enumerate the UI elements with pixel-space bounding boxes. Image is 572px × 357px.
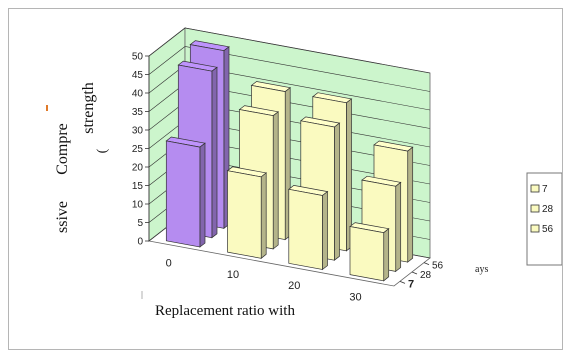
legend-label: 56 — [542, 224, 554, 235]
depth-tick-label: 7 — [408, 278, 414, 290]
y-tick-label: 15 — [132, 181, 144, 192]
y-axis-label-line-1: Compre — [54, 123, 71, 175]
y-tick-label: 10 — [132, 200, 144, 211]
depth-tick-label: 28 — [420, 270, 432, 281]
legend-swatch — [530, 184, 540, 193]
bar-front — [165, 140, 201, 248]
depth-tick-label: 56 — [432, 261, 444, 272]
legend-label: 7 — [542, 184, 548, 195]
bar-20-7 — [287, 185, 329, 271]
legend: 7 28 56 — [526, 172, 562, 266]
y-axis-label-line-2: ssive — [54, 201, 71, 233]
y-axis: 0 5 10 15 20 25 30 35 40 45 50 — [132, 52, 150, 248]
y-axis-label-line-3: strength — [80, 82, 97, 134]
bar-side — [211, 66, 218, 239]
depth-tick-mark — [423, 262, 430, 266]
y-axis-label-line-4: ( — [95, 148, 110, 153]
bar-side — [407, 146, 414, 263]
bar-side — [199, 142, 206, 248]
bar-front — [288, 188, 323, 270]
y-tick-label: 20 — [132, 163, 144, 174]
x-tick-label: 10 — [227, 269, 239, 281]
y-tick-label: 30 — [132, 126, 144, 137]
bar-front — [349, 226, 385, 282]
x-axis-ticks: 0 10 20 30 — [166, 258, 362, 304]
y-tick-label: 35 — [132, 107, 144, 118]
depth-axis-label: ays — [475, 264, 488, 275]
x-tick-label: 0 — [166, 258, 172, 270]
x-tick-label: 20 — [288, 280, 300, 292]
bar-30-7 — [349, 222, 390, 282]
y-tick-label: 50 — [132, 52, 144, 63]
y-tick-label: 5 — [137, 218, 143, 229]
depth-tick-mark — [411, 271, 418, 275]
legend-swatch — [530, 204, 540, 213]
bar-side — [395, 181, 402, 273]
x-axis-label: Replacement ratio with — [155, 303, 295, 319]
bar-side — [383, 227, 390, 282]
gridline — [148, 27, 431, 74]
y-tick-label: 25 — [132, 144, 144, 155]
bar-side — [260, 172, 267, 260]
bar-side — [334, 122, 340, 261]
chart-frame: 0 5 10 15 20 25 30 35 40 45 50 0 10 20 30 7 28 56 ays R… — [8, 8, 563, 350]
y-tick-label: 45 — [132, 70, 144, 81]
bar-10-7 — [226, 166, 268, 260]
bar-front — [227, 170, 262, 259]
gridline — [148, 46, 431, 92]
bar-0-7 — [165, 136, 206, 248]
y-axis-label: Compre ssive strength ( — [54, 82, 110, 233]
depth-tick-mark — [399, 280, 406, 284]
y-tick-label: 40 — [132, 89, 144, 100]
bar-side — [272, 111, 279, 250]
legend-label: 28 — [542, 204, 554, 215]
legend-swatch — [530, 224, 540, 233]
x-tick-label: 30 — [349, 291, 361, 303]
bar-side — [322, 190, 328, 271]
y-tick-label: 0 — [137, 237, 143, 248]
bars — [165, 40, 414, 282]
